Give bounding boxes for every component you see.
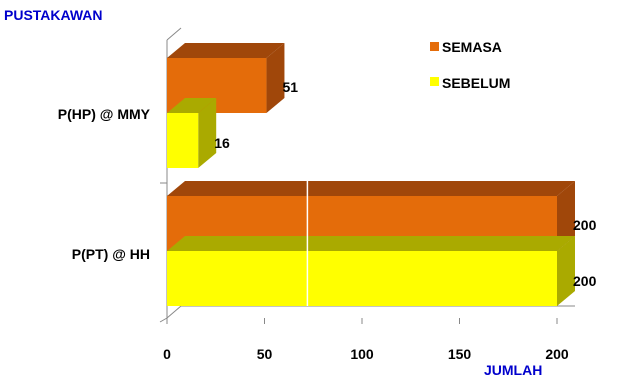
- data-label-sebelum-p-hp-mmy: 16: [214, 135, 230, 151]
- bar-sebelum-p-pt-hh: [167, 236, 575, 306]
- x-tick-label: 50: [257, 346, 273, 362]
- bar-sebelum-p-hp-mmy-side: [198, 98, 217, 168]
- x-tick-label: 0: [163, 346, 171, 362]
- data-labels-group: 51 16 200 200: [214, 79, 596, 289]
- bar-semasa-p-hp-mmy-top: [167, 43, 285, 58]
- legend-swatch-sebelum: [430, 77, 439, 86]
- x-tick-label: 150: [448, 346, 472, 362]
- legend: SEMASA SEBELUM: [430, 39, 510, 91]
- bar-semasa-p-pt-hh-side: [557, 181, 575, 251]
- data-label-sebelum-p-pt-hh: 200: [573, 273, 597, 289]
- category-labels-group: P(HP) @ MMY P(PT) @ HH: [58, 106, 151, 262]
- x-tick-labels-group: 0 50 100 150 200: [163, 318, 569, 362]
- data-label-semasa-p-pt-hh: 200: [573, 217, 597, 233]
- bar-semasa-p-hp-mmy-side: [266, 43, 285, 113]
- category-label-p-hp-mmy: P(HP) @ MMY: [58, 106, 151, 122]
- bar-sebelum-p-pt-hh-side: [557, 236, 575, 306]
- data-label-semasa-p-hp-mmy: 51: [282, 79, 298, 95]
- bar-sebelum-p-hp-mmy-front: [167, 113, 199, 168]
- legend-swatch-semasa: [430, 42, 439, 51]
- bar-sebelum-p-hp-mmy-top: [167, 98, 217, 113]
- bar-sebelum-p-pt-hh-front: [167, 251, 557, 306]
- x-axis-title: JUMLAH: [484, 362, 542, 378]
- bar-sebelum-p-hp-mmy: [167, 98, 217, 168]
- legend-label-semasa: SEMASA: [442, 39, 502, 55]
- bar-semasa-p-pt-hh-top: [167, 181, 575, 196]
- legend-label-sebelum: SEBELUM: [442, 75, 510, 91]
- bars-group: [167, 43, 575, 306]
- x-tick-label: 100: [350, 346, 374, 362]
- category-label-p-pt-hh: P(PT) @ HH: [72, 246, 150, 262]
- y-axis-title: PUSTAKAWAN: [4, 7, 103, 23]
- bar-sebelum-p-pt-hh-top: [167, 236, 575, 251]
- x-tick-label: 200: [545, 346, 569, 362]
